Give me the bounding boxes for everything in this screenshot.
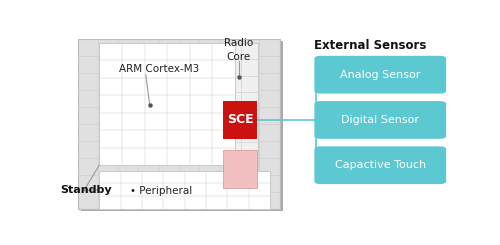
Text: ARM Cortex-M3: ARM Cortex-M3 [118, 64, 199, 74]
Bar [222, 150, 258, 188]
Bar [224, 43, 258, 209]
Text: Core: Core [226, 52, 251, 62]
Bar [78, 39, 280, 209]
Text: Analog Sensor: Analog Sensor [340, 70, 420, 80]
Text: Radio: Radio [224, 38, 254, 48]
Bar [100, 43, 235, 165]
Text: • Peripheral: • Peripheral [130, 186, 192, 196]
Bar [222, 101, 258, 139]
Bar [81, 41, 282, 210]
FancyBboxPatch shape [314, 56, 446, 94]
Text: External Sensors: External Sensors [314, 39, 427, 52]
Text: Digital Sensor: Digital Sensor [341, 115, 419, 125]
FancyBboxPatch shape [314, 146, 446, 184]
Bar [100, 171, 270, 209]
Text: SCE: SCE [226, 113, 254, 126]
FancyBboxPatch shape [314, 101, 446, 139]
Text: Standby: Standby [60, 185, 112, 195]
Text: Capactive Touch: Capactive Touch [334, 160, 426, 170]
